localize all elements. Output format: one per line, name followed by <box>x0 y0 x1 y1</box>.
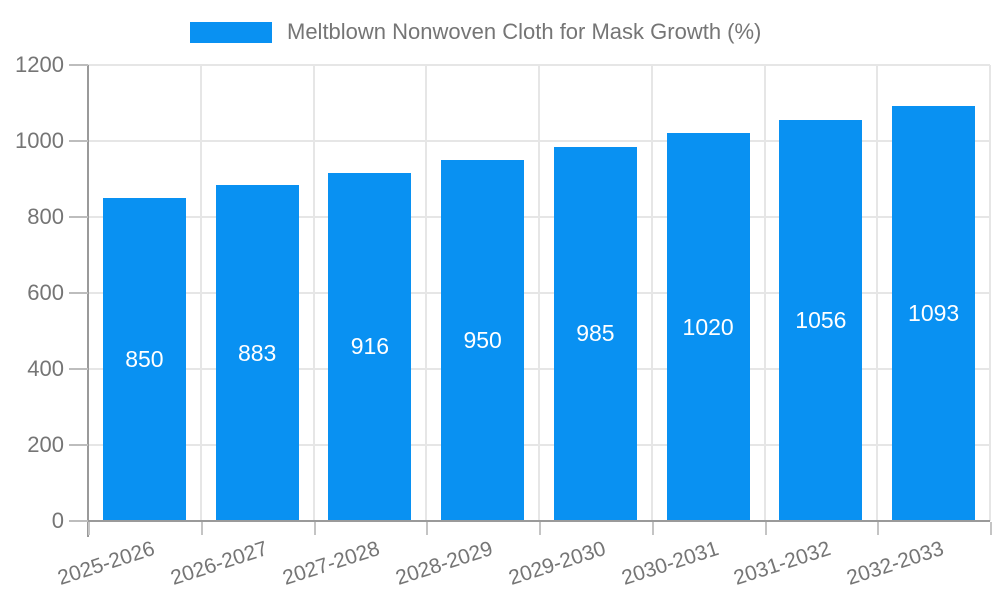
gridline-vertical <box>989 65 991 521</box>
y-axis-tick-label: 400 <box>27 356 64 381</box>
y-axis-tick <box>69 64 88 66</box>
bar-2031-2032: 1056 <box>779 119 863 521</box>
gridline-vertical <box>538 65 540 521</box>
x-axis-category-text: 2032-2033 <box>844 537 947 590</box>
legend[interactable]: Meltblown Nonwoven Cloth for Mask Growth… <box>190 15 761 49</box>
bar-value-label: 883 <box>237 339 277 366</box>
gridline-vertical <box>650 65 653 521</box>
y-axis-tick <box>69 140 88 142</box>
gridline-vertical <box>763 65 766 521</box>
y-axis-tick <box>69 520 88 522</box>
x-axis-category-text: 2027-2028 <box>280 537 383 590</box>
x-axis-category-text: 2029-2030 <box>505 537 609 590</box>
y-axis-tick-label: 600 <box>27 280 64 305</box>
legend-swatch[interactable] <box>190 21 272 43</box>
gridline-vertical <box>876 65 879 521</box>
x-axis-tick <box>88 522 90 535</box>
gridline-vertical <box>425 65 428 521</box>
plot-area: 850 883 916 950 985 1020 1056 1093 <box>88 64 991 521</box>
bar-2026-2027: 883 <box>215 185 299 521</box>
x-axis-category-text: 2030-2031 <box>618 537 722 590</box>
x-axis-category-text: 2025-2026 <box>54 537 158 590</box>
bar-value-label: 950 <box>463 327 502 353</box>
x-axis-tick <box>539 522 541 535</box>
y-axis-tick-label: 200 <box>27 432 64 457</box>
y-axis-tick-label: 800 <box>27 204 64 229</box>
bar-2030-2031: 1020 <box>666 133 750 521</box>
y-axis-tick-label: 1200 <box>15 52 64 77</box>
x-axis-tick <box>990 522 992 535</box>
bar-2029-2030: 985 <box>553 146 637 521</box>
bar-2032-2033: 1093 <box>892 105 976 521</box>
y-axis-tick-label: 0 <box>51 508 64 533</box>
x-axis-tick <box>313 522 316 535</box>
legend-label[interactable]: Meltblown Nonwoven Cloth for Mask Growth… <box>287 19 762 44</box>
x-axis-line <box>87 520 990 522</box>
bar-value-label: 850 <box>125 346 164 372</box>
x-axis-category-text: 2031-2032 <box>731 537 834 590</box>
bar-value-label: 1020 <box>682 313 734 340</box>
bar-2027-2028: 916 <box>328 172 412 521</box>
y-axis-tick <box>69 292 88 294</box>
bar-value-label: 1093 <box>908 299 960 326</box>
y-axis-tick <box>69 444 88 446</box>
x-axis-tick <box>877 522 880 535</box>
y-axis-tick-label: 1000 <box>15 128 64 153</box>
x-axis-tick <box>200 522 203 535</box>
gridline-vertical <box>312 65 315 521</box>
bar-value-label: 985 <box>576 320 615 347</box>
bar-value-label: 916 <box>350 333 390 360</box>
y-axis-tick <box>69 368 88 370</box>
x-axis-tick <box>651 522 654 535</box>
x-axis-category-text: 2028-2029 <box>393 537 496 590</box>
gridline-vertical <box>199 65 202 521</box>
x-axis-category-text: 2026-2027 <box>167 537 271 590</box>
bar-2028-2029: 950 <box>441 160 525 521</box>
y-axis-line <box>87 65 89 537</box>
bar-value-label: 1056 <box>795 306 847 333</box>
bar-2025-2026: 850 <box>102 198 186 521</box>
x-axis-tick <box>764 522 767 535</box>
y-axis-tick <box>69 216 88 218</box>
x-axis-tick <box>426 522 429 535</box>
